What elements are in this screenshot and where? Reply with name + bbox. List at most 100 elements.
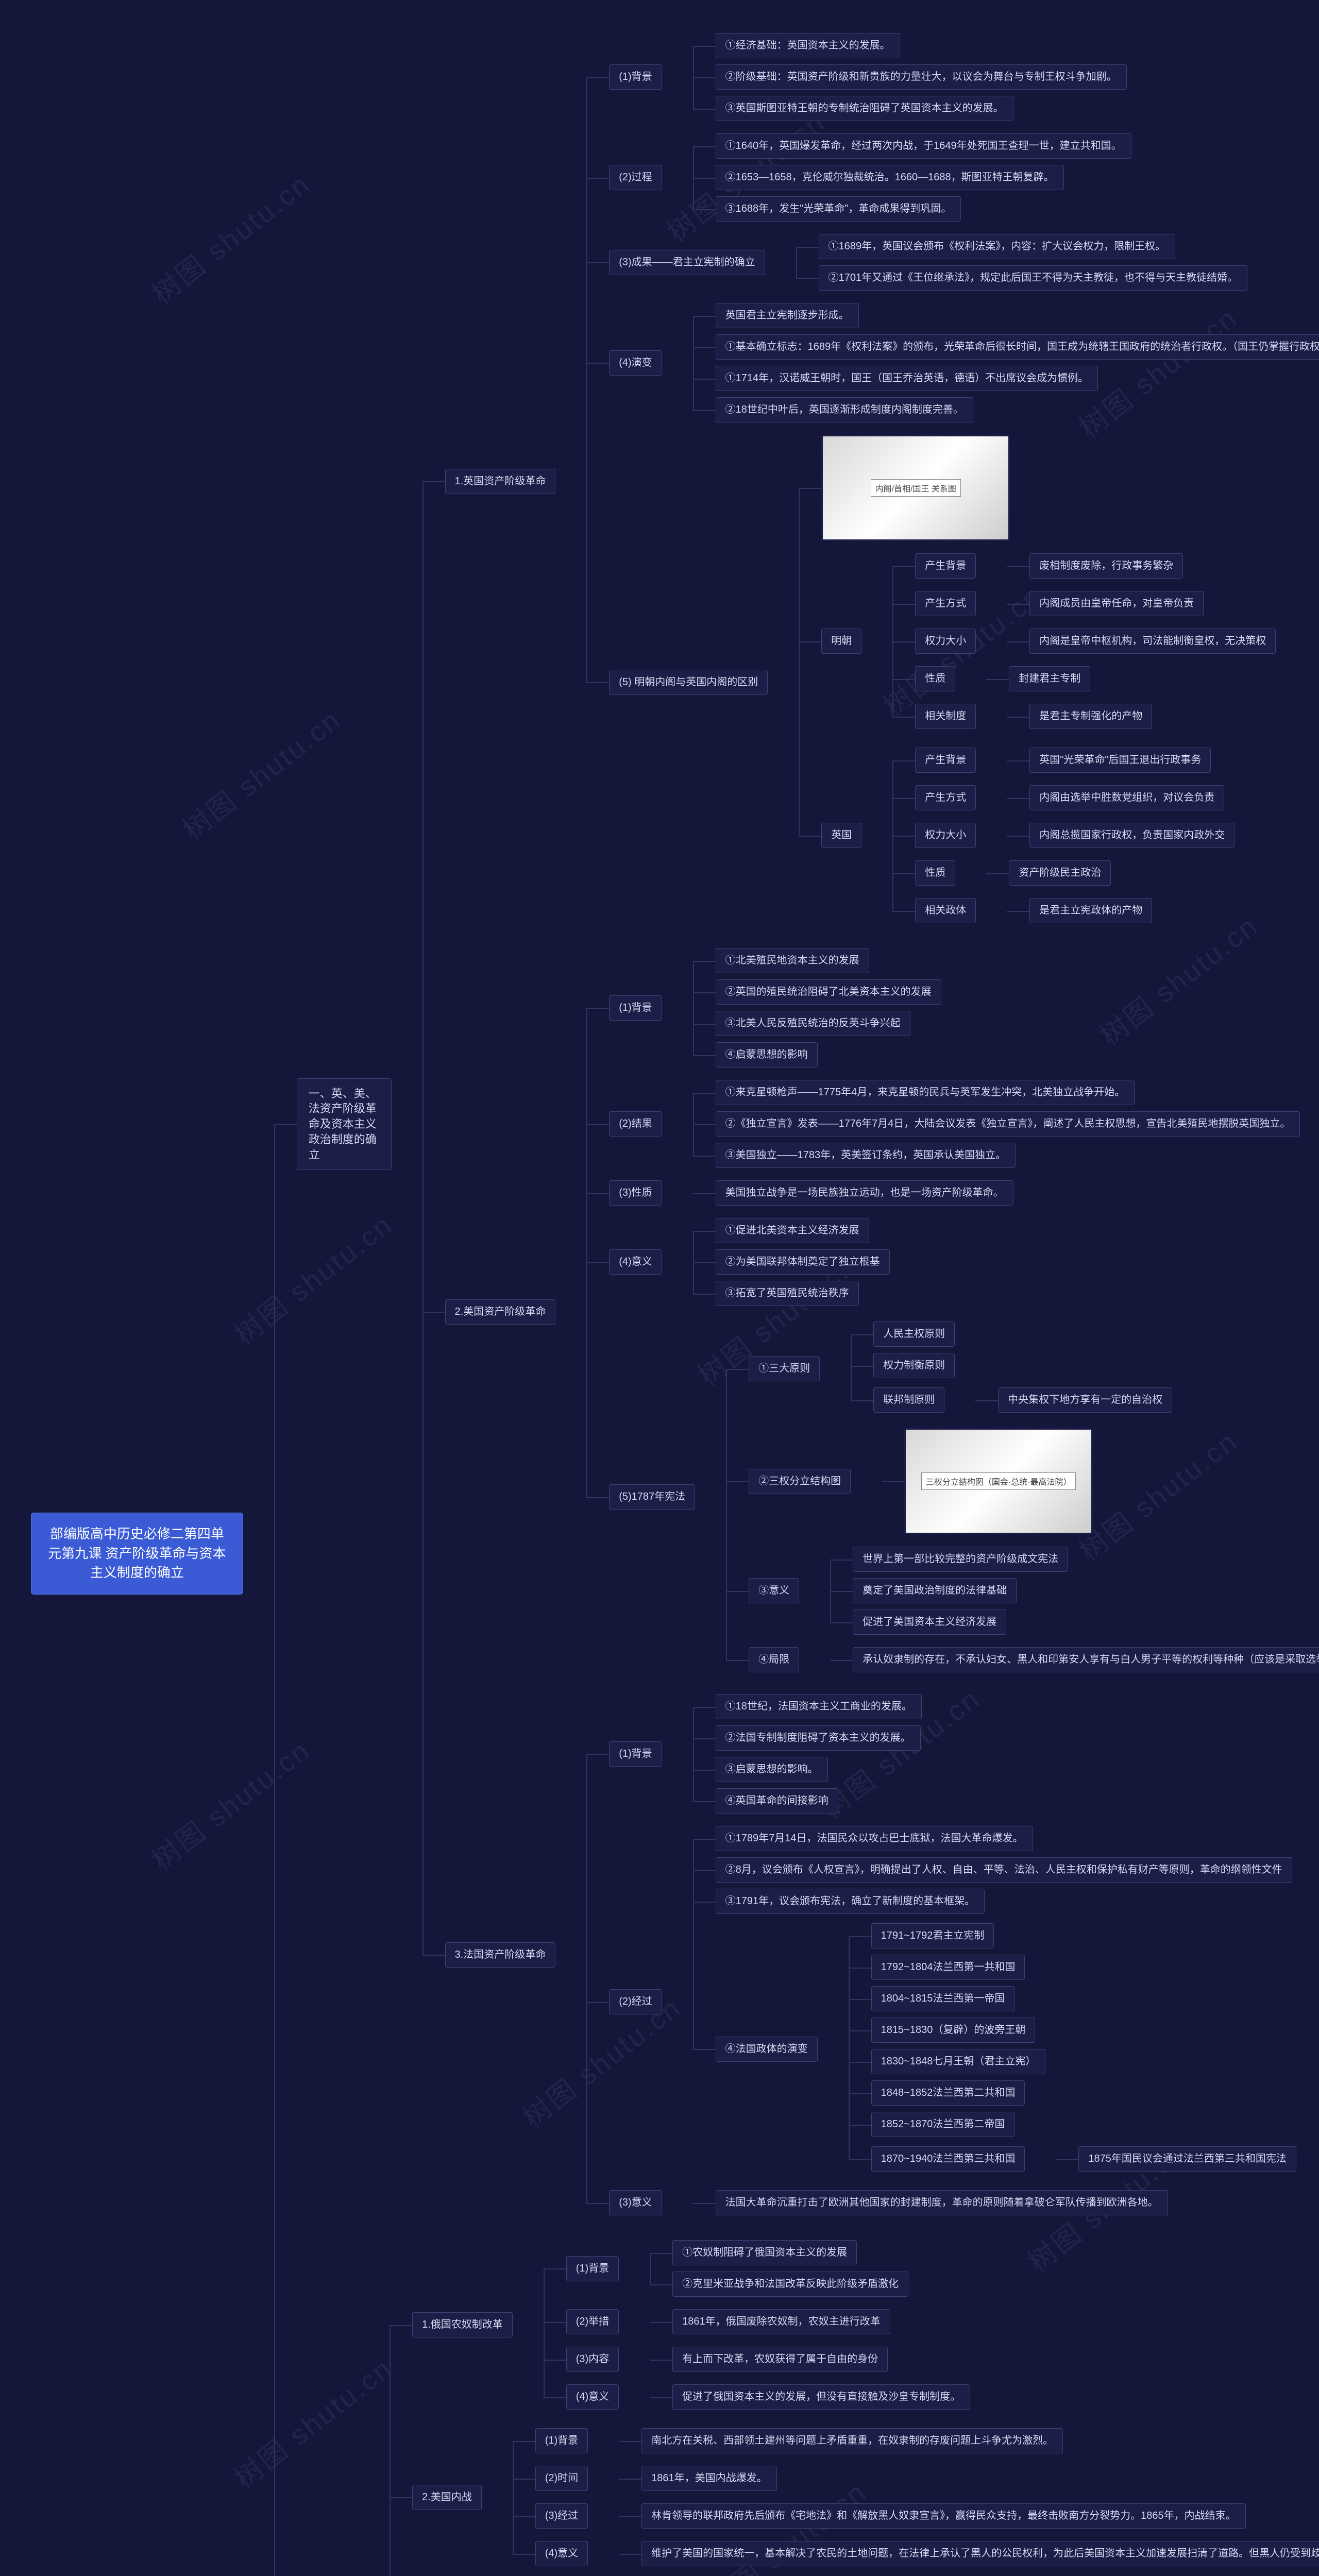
mindmap-node[interactable]: 促进了俄国资本主义的发展，但没有直接触及沙皇专制制度。: [672, 2384, 970, 2410]
mindmap-node[interactable]: ②《独立宣言》发表——1776年7月4日，大陆会议发表《独立宣言》，阐述了人民主…: [716, 1111, 1300, 1137]
mindmap-node[interactable]: 人民主权原则: [873, 1321, 955, 1347]
mindmap-node[interactable]: (3)内容: [566, 2347, 619, 2372]
mindmap-node[interactable]: 1875年国民议会通过法兰西第三共和国宪法: [1078, 2146, 1296, 2172]
mindmap-node[interactable]: 英国: [821, 823, 861, 848]
mindmap-node[interactable]: 2.美国内战: [412, 2485, 482, 2510]
root-node[interactable]: 部编版高中历史必修二第四单元第九课 资产阶级革命与资本主义制度的确立: [31, 1513, 243, 1595]
mindmap-node[interactable]: ①经济基础：英国资本主义的发展。: [716, 33, 900, 58]
mindmap-node[interactable]: 维护了美国的国家统一，基本解决了农民的土地问题，在法律上承认了黑人的公民权利，为…: [641, 2541, 1319, 2566]
mindmap-node[interactable]: ③拓宽了英国殖民统治秩序: [716, 1281, 859, 1306]
mindmap-node[interactable]: (3)性质: [609, 1180, 662, 1206]
mindmap-node[interactable]: ②8月，议会颁布《人权宣言》，明确提出了人权、自由、平等、法治、人民主权和保护私…: [716, 1857, 1292, 1883]
mindmap-node[interactable]: 相关政体: [915, 898, 976, 923]
mindmap-node[interactable]: 内阁由选举中胜数党组织，对议会负责: [1029, 785, 1224, 810]
mindmap-node[interactable]: 1852~1870法兰西第二帝国: [871, 2112, 1015, 2137]
mindmap-node[interactable]: 1870~1940法兰西第三共和国: [871, 2146, 1025, 2172]
mindmap-node[interactable]: 南北方在关税、西部领土建州等问题上矛盾重重，在奴隶制的存废问题上斗争尤为激烈。: [641, 2428, 1063, 2453]
mindmap-node[interactable]: 内阁总揽国家行政权，负责国家内政外交: [1029, 823, 1235, 848]
mindmap-node[interactable]: ②1653—1658，克伦威尔独裁统治。1660—1688，斯图亚特王朝复辟。: [716, 165, 1064, 190]
mindmap-node[interactable]: 产生方式: [915, 591, 976, 616]
mindmap-node[interactable]: ①农奴制阻碍了俄国资本主义的发展: [672, 2240, 857, 2265]
mindmap-node[interactable]: 承认奴隶制的存在，不承认妇女、黑人和印第安人享有与白人男子平等的权利等种种（应该…: [853, 1647, 1319, 1672]
mindmap-node[interactable]: (4)意义: [609, 1249, 662, 1275]
mindmap-node[interactable]: ②三权分立结构图: [749, 1469, 851, 1494]
mindmap-node[interactable]: 英国"光荣革命"后国王退出行政事务: [1029, 748, 1211, 773]
mindmap-node[interactable]: 1830~1848七月王朝（君主立宪）: [871, 2049, 1046, 2074]
mindmap-node[interactable]: ①基本确立标志：1689年《权利法案》的颁布，光荣革命后很长时间，国王成为统辖王…: [716, 334, 1319, 360]
mindmap-node[interactable]: ③意义: [749, 1578, 799, 1603]
mindmap-node[interactable]: 有上而下改革，农奴获得了属于自由的身份: [672, 2347, 888, 2372]
mindmap-node[interactable]: 产生方式: [915, 785, 976, 810]
mindmap-node[interactable]: (3)意义: [609, 2190, 662, 2215]
mindmap-node[interactable]: ③1791年，议会颁布宪法，确立了新制度的基本框架。: [716, 1889, 985, 1914]
mindmap-node[interactable]: ①1789年7月14日，法国民众以攻占巴士底狱，法国大革命爆发。: [716, 1826, 1033, 1851]
mindmap-node[interactable]: (1)背景: [609, 1741, 662, 1767]
mindmap-node[interactable]: 2.美国资产阶级革命: [445, 1299, 556, 1325]
mindmap-node[interactable]: (2)时间: [535, 2466, 588, 2491]
mindmap-node[interactable]: 1792~1804法兰西第一共和国: [871, 1955, 1025, 1980]
mindmap-node[interactable]: ①1640年，英国爆发革命，经过两次内战，于1649年处死国王查理一世，建立共和…: [716, 133, 1131, 159]
mindmap-node[interactable]: 内阁成员由皇帝任命，对皇帝负责: [1029, 591, 1204, 616]
mindmap-node[interactable]: (1)背景: [609, 64, 662, 90]
mindmap-node[interactable]: 1861年，俄国废除农奴制，农奴主进行改革: [672, 2309, 890, 2334]
mindmap-node[interactable]: ①来克星顿枪声——1775年4月，来克星顿的民兵与英军发生冲突，北美独立战争开始…: [716, 1080, 1135, 1105]
mindmap-node[interactable]: ③北美人民反殖民统治的反英斗争兴起: [716, 1011, 910, 1036]
mindmap-node[interactable]: 权力大小: [915, 823, 976, 848]
mindmap-node[interactable]: 性质: [915, 666, 955, 691]
mindmap-node[interactable]: ①北美殖民地资本主义的发展: [716, 948, 869, 973]
mindmap-node[interactable]: (5)1787年宪法: [609, 1484, 695, 1510]
mindmap-node[interactable]: 性质: [915, 860, 955, 886]
mindmap-node[interactable]: 权力制衡原则: [873, 1353, 955, 1378]
mindmap-node[interactable]: ②1701年又通过《王位继承法》，规定此后国王不得为天主教徒，也不得与天主教徒结…: [819, 265, 1248, 291]
mindmap-node[interactable]: ①促进北美资本主义经济发展: [716, 1218, 869, 1243]
mindmap-node[interactable]: 林肯领导的联邦政府先后颁布《宅地法》和《解放黑人奴隶宣言》，赢得民众支持，最终击…: [641, 2503, 1246, 2529]
mindmap-node[interactable]: 3.法国资产阶级革命: [445, 1942, 556, 1968]
mindmap-node[interactable]: 产生背景: [915, 748, 976, 773]
mindmap-node[interactable]: 1.俄国农奴制改革: [412, 2312, 513, 2337]
mindmap-node[interactable]: ④法国政体的演变: [716, 2037, 818, 2062]
mindmap-node[interactable]: 1804~1815法兰西第一帝国: [871, 1986, 1015, 2011]
mindmap-node[interactable]: 明朝: [821, 629, 861, 654]
mindmap-node[interactable]: 法国大革命沉重打击了欧洲其他国家的封建制度，革命的原则随着拿破仑军队传播到欧洲各…: [716, 2190, 1168, 2215]
mindmap-node[interactable]: 1815~1830（复辟）的波旁王朝: [871, 2018, 1036, 2043]
mindmap-node[interactable]: (4)意义: [535, 2541, 588, 2566]
mindmap-node[interactable]: 1861年，美国内战爆发。: [641, 2466, 777, 2491]
mindmap-node[interactable]: (2)结果: [609, 1111, 662, 1137]
mindmap-node[interactable]: 1.英国资产阶级革命: [445, 469, 556, 494]
mindmap-node[interactable]: 联邦制原则: [873, 1387, 944, 1413]
mindmap-node[interactable]: 相关制度: [915, 704, 976, 729]
mindmap-node[interactable]: ②为美国联邦体制奠定了独立根基: [716, 1249, 890, 1275]
mindmap-node[interactable]: 封建君主专制: [1009, 666, 1090, 691]
mindmap-node[interactable]: ①18世纪，法国资本主义工商业的发展。: [716, 1694, 922, 1719]
mindmap-node[interactable]: (2)过程: [609, 165, 662, 190]
mindmap-node[interactable]: 权力大小: [915, 629, 976, 654]
mindmap-node[interactable]: (2)举措: [566, 2309, 619, 2334]
mindmap-node[interactable]: 中央集权下地方享有一定的自治权: [998, 1387, 1172, 1413]
mindmap-node[interactable]: (1)背景: [535, 2428, 588, 2453]
mindmap-node[interactable]: (2)经过: [609, 1989, 662, 2014]
mindmap-node[interactable]: ①1689年，英国议会颁布《权利法案》，内容：扩大议会权力，限制王权。: [819, 234, 1176, 259]
mindmap-node[interactable]: ③启蒙思想的影响。: [716, 1757, 828, 1782]
mindmap-node[interactable]: (3)成果——君主立宪制的确立: [609, 250, 765, 275]
mindmap-node[interactable]: 废相制度废除，行政事务繁杂: [1029, 553, 1183, 579]
mindmap-node[interactable]: 促进了美国资本主义经济发展: [853, 1609, 1006, 1635]
mindmap-node[interactable]: ①1714年，汉诺威王朝时，国王（国王乔治英语，德语）不出席议会成为惯例。: [716, 366, 1098, 391]
mindmap-node[interactable]: 一、英、美、法资产阶级革命及资本主义政治制度的确立: [297, 1078, 392, 1170]
mindmap-node[interactable]: 是君主专制强化的产物: [1029, 704, 1152, 729]
mindmap-node[interactable]: 是君主立宪政体的产物: [1029, 898, 1152, 923]
mindmap-node[interactable]: (4)演变: [609, 350, 662, 376]
mindmap-node[interactable]: ③美国独立——1783年，英美签订条约，英国承认美国独立。: [716, 1143, 1016, 1168]
mindmap-node[interactable]: ④启蒙思想的影响: [716, 1042, 818, 1067]
mindmap-node[interactable]: ②阶级基础：英国资产阶级和新贵族的力量壮大，以议会为舞台与专制王权斗争加剧。: [716, 64, 1127, 90]
mindmap-node[interactable]: 美国独立战争是一场民族独立运动，也是一场资产阶级革命。: [716, 1180, 1013, 1206]
mindmap-node[interactable]: 奠定了美国政治制度的法律基础: [853, 1578, 1017, 1603]
mindmap-node[interactable]: ③英国斯图亚特王朝的专制统治阻碍了英国资本主义的发展。: [716, 96, 1013, 121]
mindmap-node[interactable]: ①三大原则: [749, 1356, 820, 1381]
mindmap-node[interactable]: 产生背景: [915, 553, 976, 579]
mindmap-node[interactable]: 1848~1852法兰西第二共和国: [871, 2080, 1025, 2106]
mindmap-node[interactable]: ③1688年，发生"光荣革命"，革命成果得到巩固。: [716, 196, 961, 222]
mindmap-node[interactable]: 内阁是皇帝中枢机构，司法能制衡皇权，无决策权: [1029, 629, 1276, 654]
mindmap-node[interactable]: 世界上第一部比较完整的资产阶级成文宪法: [853, 1547, 1068, 1572]
mindmap-node[interactable]: (1)背景: [609, 995, 662, 1021]
mindmap-node[interactable]: (5) 明朝内阁与英国内阁的区别: [609, 670, 768, 695]
